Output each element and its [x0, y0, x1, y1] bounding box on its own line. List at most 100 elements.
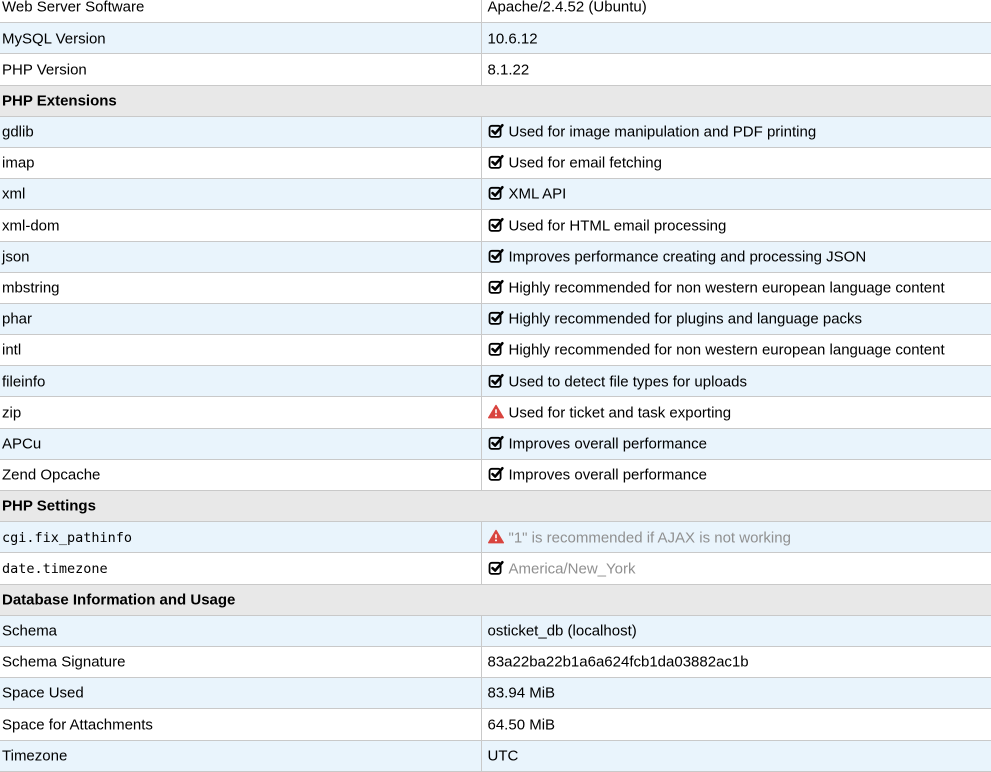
- info-row: date.timezone America/New_York: [0, 552, 991, 585]
- check-square-icon: [488, 154, 504, 170]
- check-square-icon: [488, 217, 504, 232]
- section-title: Database Information and Usage: [0, 584, 991, 616]
- info-row: phar Highly recommended for plugins and …: [0, 303, 991, 335]
- section-header-row: PHP Settings: [0, 490, 991, 522]
- info-label: APCu: [0, 428, 482, 460]
- info-row: APCu Improves overall performance: [0, 428, 991, 460]
- info-value-text: Improves overall performance: [508, 435, 707, 453]
- info-label-text: cgi.fix_pathinfo: [2, 529, 133, 546]
- info-label: date.timezone: [0, 552, 482, 585]
- info-value: "1" is recommended if AJAX is not workin…: [481, 521, 991, 553]
- info-label: mbstring: [0, 272, 482, 304]
- info-label-text: Space for Attachments: [2, 716, 153, 734]
- info-row: zip Used for ticket and task exporting: [0, 396, 991, 429]
- check-square-icon: [488, 373, 504, 388]
- info-value-text: Highly recommended for non western europ…: [508, 341, 945, 359]
- info-value-text: Used for HTML email processing: [508, 217, 727, 235]
- info-value: Highly recommended for plugins and langu…: [481, 303, 991, 335]
- info-value-text: 10.6.12: [487, 30, 538, 48]
- info-value: 83.94 MiB: [481, 677, 991, 709]
- info-label: gdlib: [0, 116, 482, 148]
- info-value-text: Highly recommended for non western europ…: [508, 279, 945, 297]
- check-square-icon: [488, 435, 504, 450]
- info-value-text: "1" is recommended if AJAX is not workin…: [508, 529, 791, 547]
- check-square-icon: [488, 123, 504, 138]
- info-value: XML API: [481, 178, 991, 210]
- section-title-text: PHP Extensions: [2, 92, 117, 110]
- info-value-text: Used for email fetching: [508, 154, 662, 172]
- info-value: Used for HTML email processing: [481, 210, 991, 241]
- info-label-text: Timezone: [2, 747, 68, 765]
- info-row: fileinfo Used to detect file types for u…: [0, 365, 991, 397]
- info-label: Timezone: [0, 740, 482, 772]
- warning-triangle-icon: [487, 404, 504, 419]
- info-row: xml-dom Used for HTML email processing: [0, 209, 991, 241]
- info-label: xml-dom: [0, 209, 482, 241]
- info-value-text: Highly recommended for plugins and langu…: [508, 310, 863, 328]
- info-value: Used to detect file types for uploads: [481, 365, 991, 397]
- info-label: phar: [0, 303, 482, 335]
- info-row: gdlib Used for image manipulation and PD…: [0, 116, 991, 148]
- info-value: 64.50 MiB: [481, 709, 991, 740]
- info-value-text: UTC: [487, 747, 519, 765]
- info-value: Highly recommended for non western europ…: [481, 335, 991, 366]
- info-label: Space for Attachments: [0, 708, 482, 740]
- info-label-text: Space Used: [2, 684, 84, 702]
- info-value-text: Used for image manipulation and PDF prin…: [508, 123, 817, 141]
- section-header-row: PHP Extensions: [0, 85, 991, 117]
- info-row: Space Used 83.94 MiB: [0, 677, 991, 709]
- info-value: Used for ticket and task exporting: [481, 397, 991, 428]
- info-label-text: fileinfo: [2, 373, 46, 391]
- info-label: fileinfo: [0, 365, 482, 397]
- info-label-text: zip: [2, 404, 22, 422]
- info-row: MySQL Version 10.6.12: [0, 22, 991, 54]
- section-title-text: PHP Settings: [2, 497, 96, 515]
- info-value: UTC: [481, 740, 991, 772]
- info-row: PHP Version 8.1.22: [0, 53, 991, 86]
- check-square-icon: [488, 341, 504, 357]
- info-value-text: XML API: [508, 185, 567, 203]
- info-label-text: gdlib: [2, 123, 34, 141]
- info-label-text: phar: [2, 310, 33, 328]
- info-label-text: json: [2, 248, 30, 266]
- info-value-text: 83a22ba22b1a6a624fcb1da03882ac1b: [487, 653, 749, 671]
- check-square-icon: [488, 560, 504, 575]
- check-square-icon: [488, 248, 504, 263]
- info-value-text: Improves overall performance: [508, 466, 707, 484]
- info-label: Schema Signature: [0, 646, 482, 678]
- info-label: Zend Opcache: [0, 459, 482, 491]
- check-square-icon: [488, 185, 504, 201]
- info-label: json: [0, 241, 482, 273]
- info-value-text: osticket_db (localhost): [487, 622, 637, 640]
- info-label: zip: [0, 396, 482, 429]
- info-value-text: 64.50 MiB: [487, 716, 556, 734]
- info-value: 8.1.22: [481, 54, 991, 85]
- info-value: 83a22ba22b1a6a624fcb1da03882ac1b: [481, 646, 991, 677]
- info-row: cgi.fix_pathinfo "1" is recommended if A…: [0, 521, 991, 553]
- info-value: Improves overall performance: [481, 428, 991, 460]
- info-label: Space Used: [0, 677, 482, 709]
- info-label-text: MySQL Version: [2, 30, 106, 48]
- info-label-text: Zend Opcache: [2, 466, 101, 484]
- info-label-text: xml: [2, 185, 26, 203]
- info-value: osticket_db (localhost): [481, 615, 991, 647]
- info-value: America/New_York: [481, 553, 991, 584]
- info-row: intl Highly recommended for non western …: [0, 334, 991, 366]
- info-label: MySQL Version: [0, 22, 482, 54]
- info-label-text: Schema: [2, 622, 58, 640]
- info-label-text: APCu: [2, 435, 42, 453]
- info-row: mbstring Highly recommended for non west…: [0, 272, 991, 304]
- section-title: PHP Settings: [0, 490, 991, 522]
- info-label-text: Schema Signature: [2, 653, 126, 671]
- info-value-text: America/New_York: [508, 560, 636, 578]
- info-row: Timezone UTC: [0, 740, 991, 772]
- info-value: Improves overall performance: [481, 459, 991, 490]
- info-label: intl: [0, 334, 482, 366]
- section-title: PHP Extensions: [0, 85, 991, 117]
- info-label-text: xml-dom: [2, 217, 60, 235]
- info-row: json Improves performance creating and p…: [0, 241, 991, 273]
- info-row: Web Server Software Apache/2.4.52 (Ubunt…: [0, 0, 991, 23]
- info-label-text: date.timezone: [2, 560, 108, 577]
